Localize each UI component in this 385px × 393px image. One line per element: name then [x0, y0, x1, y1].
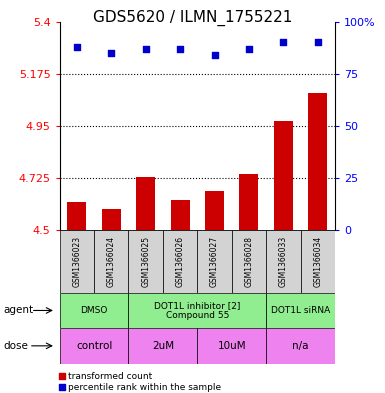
Point	[108, 50, 114, 56]
Text: control: control	[76, 341, 112, 351]
Text: agent: agent	[4, 305, 34, 316]
Point	[74, 44, 80, 50]
Bar	[197, 230, 232, 293]
Point	[246, 46, 252, 52]
Point	[59, 373, 65, 380]
Bar	[308, 94, 327, 230]
Text: n/a: n/a	[292, 341, 309, 351]
Bar	[171, 200, 189, 230]
Point	[177, 46, 183, 52]
Bar	[67, 202, 86, 230]
Text: GSM1366034: GSM1366034	[313, 236, 322, 287]
Bar	[94, 230, 129, 293]
Text: 10uM: 10uM	[218, 341, 246, 351]
Text: GSM1366026: GSM1366026	[176, 236, 185, 287]
Bar	[274, 121, 293, 230]
Text: DMSO: DMSO	[80, 306, 108, 315]
Text: GSM1366024: GSM1366024	[107, 236, 116, 287]
Bar	[205, 191, 224, 230]
Text: GSM1366027: GSM1366027	[210, 236, 219, 287]
Bar	[129, 328, 197, 364]
Text: dose: dose	[4, 341, 29, 351]
Point	[59, 384, 65, 391]
Bar	[232, 230, 266, 293]
Bar	[266, 293, 335, 328]
Text: DOT1L inhibitor [2]
Compound 55: DOT1L inhibitor [2] Compound 55	[154, 301, 241, 320]
Point	[211, 52, 218, 58]
Bar	[60, 293, 129, 328]
Bar	[102, 209, 121, 230]
Text: percentile rank within the sample: percentile rank within the sample	[68, 383, 221, 392]
Bar	[60, 230, 94, 293]
Point	[142, 46, 149, 52]
Point	[280, 39, 286, 46]
Text: GSM1366028: GSM1366028	[244, 236, 253, 287]
Bar	[129, 230, 163, 293]
Bar	[136, 177, 155, 230]
Bar	[239, 174, 258, 230]
Text: GSM1366025: GSM1366025	[141, 236, 150, 287]
Text: 2uM: 2uM	[152, 341, 174, 351]
Bar	[301, 230, 335, 293]
Point	[315, 39, 321, 46]
Bar	[60, 328, 129, 364]
Text: GDS5620 / ILMN_1755221: GDS5620 / ILMN_1755221	[93, 10, 292, 26]
Bar	[129, 293, 266, 328]
Bar	[266, 230, 301, 293]
Text: transformed count: transformed count	[68, 372, 152, 381]
Text: DOT1L siRNA: DOT1L siRNA	[271, 306, 330, 315]
Text: GSM1366023: GSM1366023	[72, 236, 81, 287]
Bar	[163, 230, 197, 293]
Bar	[197, 328, 266, 364]
Bar	[266, 328, 335, 364]
Text: GSM1366033: GSM1366033	[279, 236, 288, 287]
